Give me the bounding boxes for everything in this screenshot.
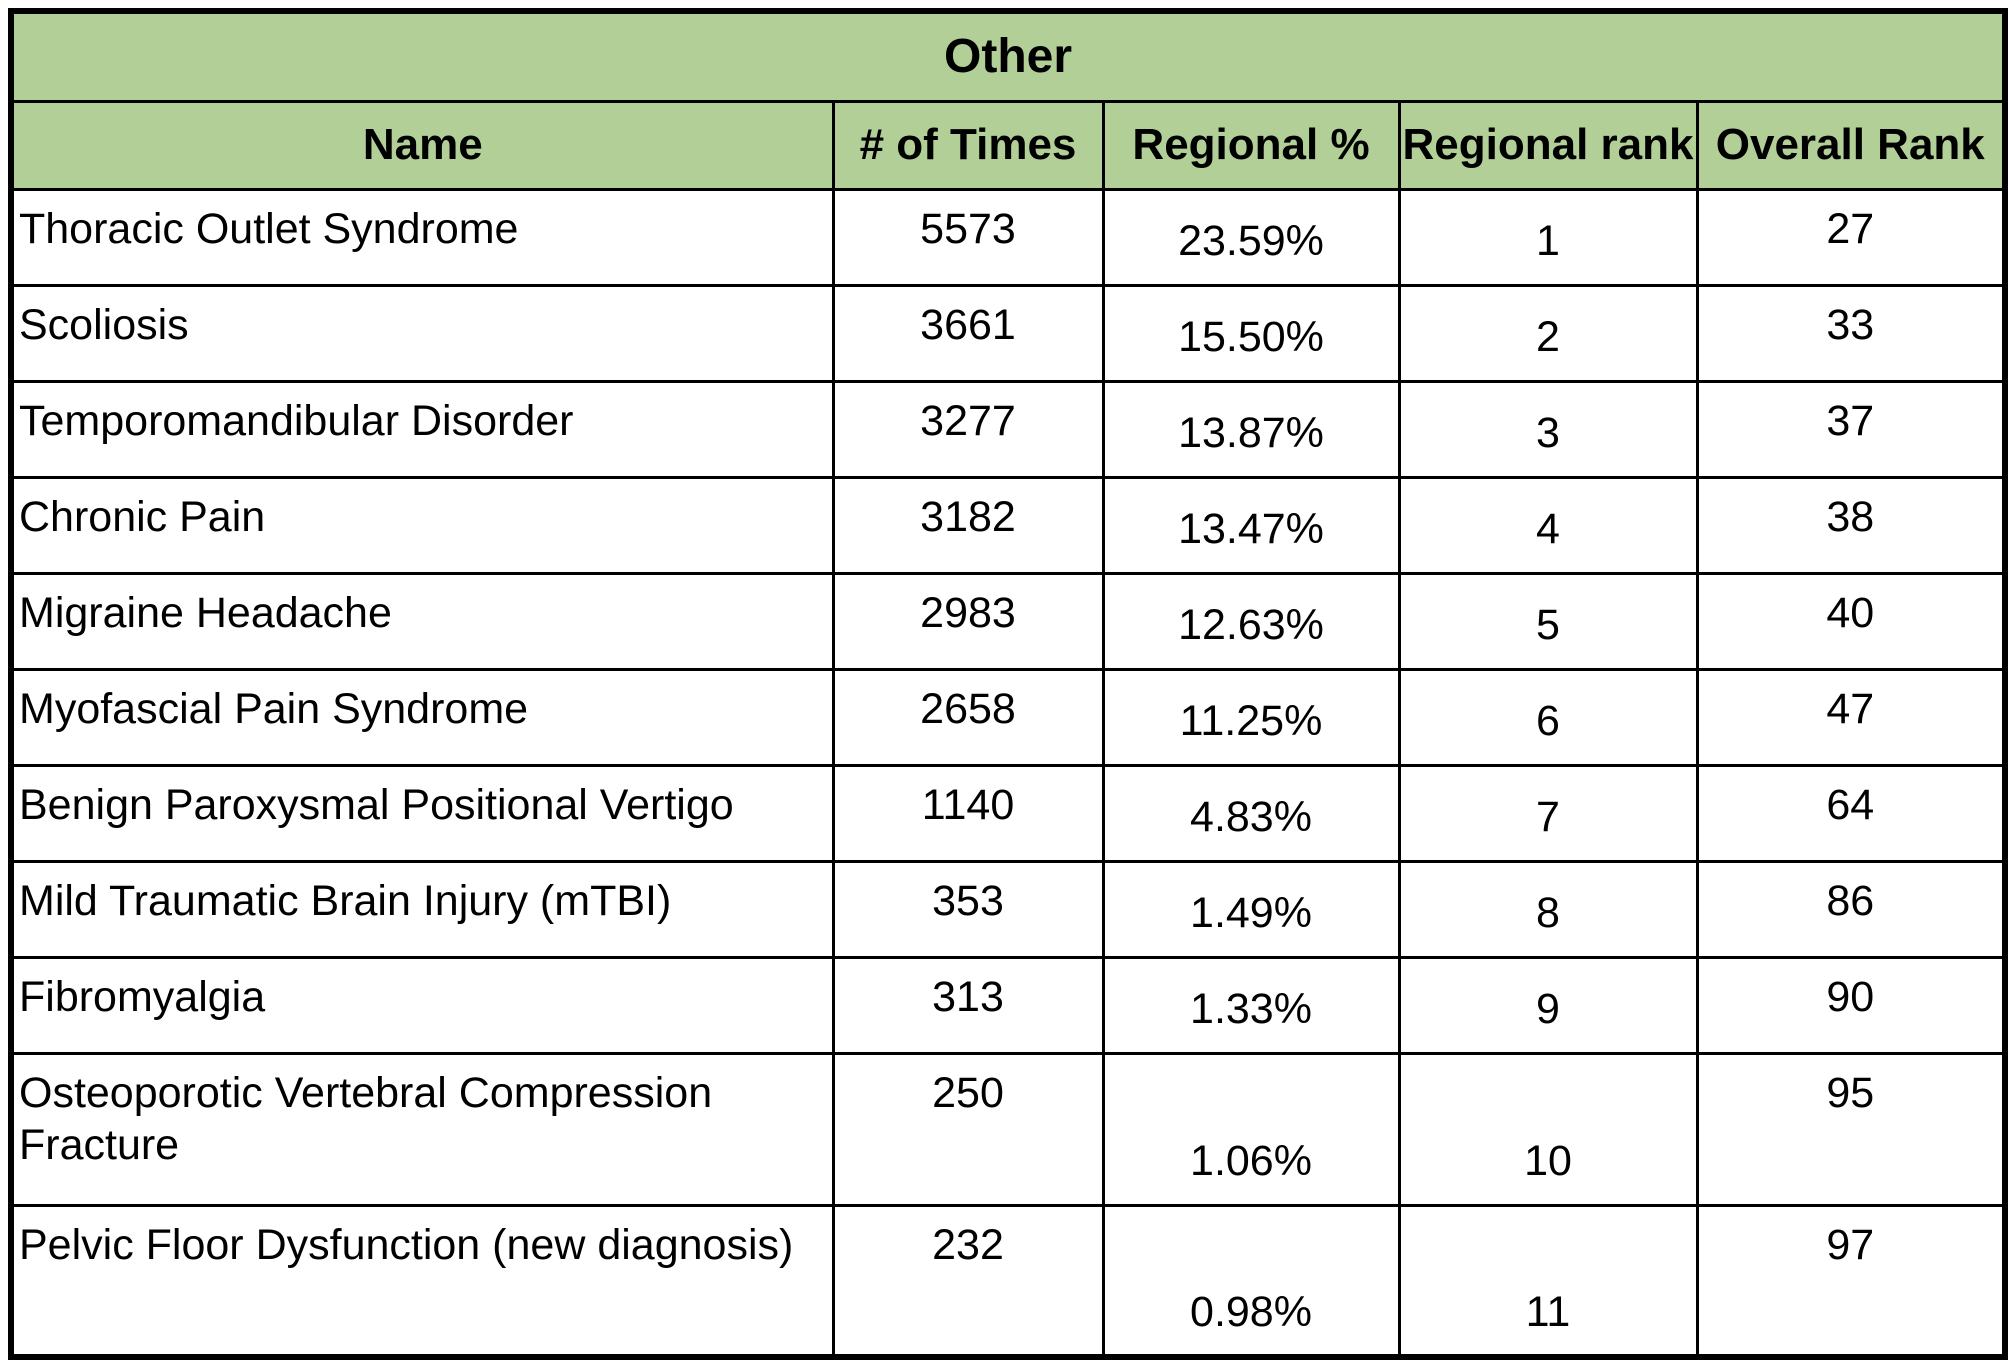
regional-pct-cell: 1.49%	[1101, 859, 1401, 959]
overall-rank-cell: 90	[1695, 955, 2007, 1055]
overall-rank-cell: 37	[1695, 379, 2007, 479]
times-cell: 232	[831, 1203, 1105, 1359]
name-cell: Thoracic Outlet Syndrome	[9, 187, 835, 287]
overall-rank-cell: 95	[1695, 1051, 2007, 1207]
regional-rank-cell: 9	[1397, 955, 1699, 1055]
table-row: Myofascial Pain Syndrome 2658 11.25% 6 4…	[9, 667, 2007, 767]
times-cell: 5573	[831, 187, 1105, 287]
name-cell: Fibromyalgia	[9, 955, 835, 1055]
regional-rank-cell: 10	[1397, 1051, 1699, 1207]
table-row: Pelvic Floor Dysfunction (new diagnosis)…	[9, 1203, 2007, 1359]
name-cell: Mild Traumatic Brain Injury (mTBI)	[9, 859, 835, 959]
regional-rank-cell: 2	[1397, 283, 1699, 383]
regional-pct-cell: 1.33%	[1101, 955, 1401, 1055]
name-cell: Benign Paroxysmal Positional Vertigo	[9, 763, 835, 863]
overall-rank-cell: 40	[1695, 571, 2007, 671]
name-cell: Myofascial Pain Syndrome	[9, 667, 835, 767]
regional-pct-cell: 13.87%	[1101, 379, 1401, 479]
table-title-row: Other	[9, 9, 2007, 103]
times-cell: 1140	[831, 763, 1105, 863]
regional-pct-cell: 15.50%	[1101, 283, 1401, 383]
col-header-regional-rank: Regional rank	[1397, 99, 1699, 191]
regional-rank-cell: 5	[1397, 571, 1699, 671]
name-cell: Pelvic Floor Dysfunction (new diagnosis)	[9, 1203, 835, 1359]
overall-rank-cell: 86	[1695, 859, 2007, 959]
regional-pct-cell: 1.06%	[1101, 1051, 1401, 1207]
times-cell: 3277	[831, 379, 1105, 479]
table-row: Benign Paroxysmal Positional Vertigo 114…	[9, 763, 2007, 863]
regional-pct-cell: 13.47%	[1101, 475, 1401, 575]
table-row: Fibromyalgia 313 1.33% 9 90	[9, 955, 2007, 1055]
col-header-name: Name	[9, 99, 835, 191]
regional-pct-cell: 12.63%	[1101, 571, 1401, 671]
table-row: Mild Traumatic Brain Injury (mTBI) 353 1…	[9, 859, 2007, 959]
col-header-overall-rank: Overall Rank	[1695, 99, 2007, 191]
times-cell: 2658	[831, 667, 1105, 767]
times-cell: 3182	[831, 475, 1105, 575]
times-cell: 3661	[831, 283, 1105, 383]
table-row: Scoliosis 3661 15.50% 2 33	[9, 283, 2007, 383]
regional-rank-cell: 7	[1397, 763, 1699, 863]
regional-pct-cell: 23.59%	[1101, 187, 1401, 287]
name-cell: Migraine Headache	[9, 571, 835, 671]
name-cell: Chronic Pain	[9, 475, 835, 575]
regional-rank-cell: 1	[1397, 187, 1699, 287]
name-cell: Temporomandibular Disorder	[9, 379, 835, 479]
times-cell: 353	[831, 859, 1105, 959]
times-cell: 250	[831, 1051, 1105, 1207]
regional-pct-cell: 0.98%	[1101, 1203, 1401, 1359]
name-cell: Osteoporotic Vertebral Compression Fract…	[9, 1051, 835, 1207]
overall-rank-cell: 47	[1695, 667, 2007, 767]
overall-rank-cell: 38	[1695, 475, 2007, 575]
table-row: Chronic Pain 3182 13.47% 4 38	[9, 475, 2007, 575]
regional-pct-cell: 4.83%	[1101, 763, 1401, 863]
regional-rank-cell: 8	[1397, 859, 1699, 959]
table-row: Osteoporotic Vertebral Compression Fract…	[9, 1051, 2007, 1207]
col-header-regional-pct: Regional %	[1101, 99, 1401, 191]
times-cell: 2983	[831, 571, 1105, 671]
regional-rank-cell: 6	[1397, 667, 1699, 767]
other-region-table: Other Name # of Times Regional % Regiona…	[8, 8, 2009, 1360]
overall-rank-cell: 33	[1695, 283, 2007, 383]
overall-rank-cell: 97	[1695, 1203, 2007, 1359]
times-cell: 313	[831, 955, 1105, 1055]
regional-rank-cell: 11	[1397, 1203, 1699, 1359]
regional-rank-cell: 3	[1397, 379, 1699, 479]
regional-pct-cell: 11.25%	[1101, 667, 1401, 767]
table-row: Temporomandibular Disorder 3277 13.87% 3…	[9, 379, 2007, 479]
name-cell: Scoliosis	[9, 283, 835, 383]
overall-rank-cell: 27	[1695, 187, 2007, 287]
table-title: Other	[9, 9, 2007, 103]
table-row: Migraine Headache 2983 12.63% 5 40	[9, 571, 2007, 671]
col-header-times: # of Times	[831, 99, 1105, 191]
regional-rank-cell: 4	[1397, 475, 1699, 575]
table-header-row: Name # of Times Regional % Regional rank…	[9, 99, 2007, 191]
table-row: Thoracic Outlet Syndrome 5573 23.59% 1 2…	[9, 187, 2007, 287]
overall-rank-cell: 64	[1695, 763, 2007, 863]
